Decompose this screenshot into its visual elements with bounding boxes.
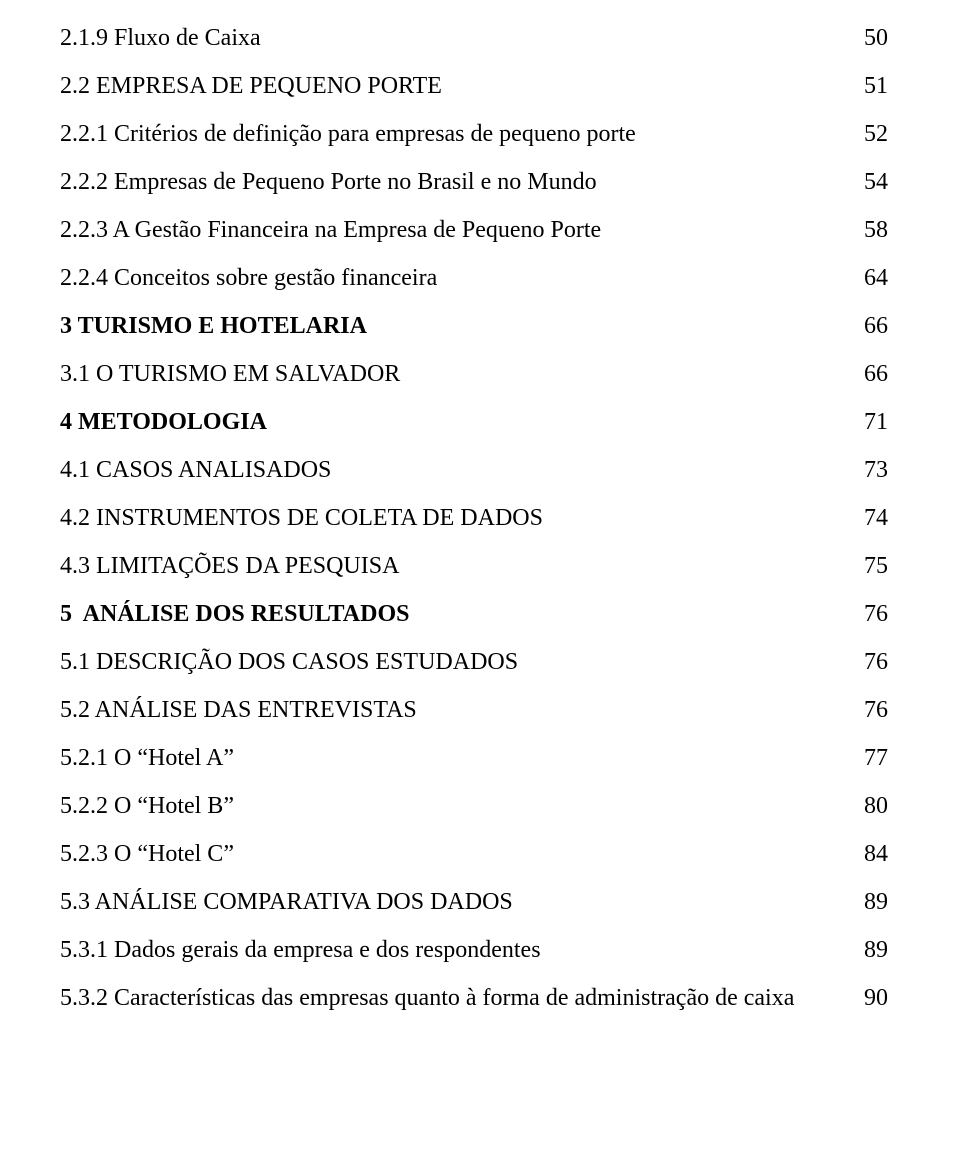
toc-entry-page: 76 — [848, 648, 888, 677]
toc-entry-page: 54 — [848, 168, 888, 197]
toc-row: 5.2 ANÁLISE DAS ENTREVISTAS 76 — [60, 696, 888, 725]
toc-entry-page: 52 — [848, 120, 888, 149]
toc-row: 2.2.1 Critérios de definição para empres… — [60, 120, 888, 149]
toc-entry-label: 2.2.2 Empresas de Pequeno Porte no Brasi… — [60, 168, 597, 197]
toc-row: 2.2.2 Empresas de Pequeno Porte no Brasi… — [60, 168, 888, 197]
toc-entry-page: 74 — [848, 504, 888, 533]
toc-row: 2.2.3 A Gestão Financeira na Empresa de … — [60, 216, 888, 245]
toc-entry-page: 84 — [848, 840, 888, 869]
toc-entry-page: 75 — [848, 552, 888, 581]
toc-entry-page: 90 — [848, 984, 888, 1013]
toc-entry-page: 51 — [848, 72, 888, 101]
toc-entry-page: 76 — [848, 696, 888, 725]
toc-row: 4.3 LIMITAÇÕES DA PESQUISA 75 — [60, 552, 888, 581]
toc-entry-label: 4 METODOLOGIA — [60, 408, 267, 437]
toc-entry-label: 2.1.9 Fluxo de Caixa — [60, 24, 261, 53]
toc-row: 3.1 O TURISMO EM SALVADOR 66 — [60, 360, 888, 389]
toc-row: 2.2.4 Conceitos sobre gestão financeira 6… — [60, 264, 888, 293]
toc-row: 2.1.9 Fluxo de Caixa 50 — [60, 24, 888, 53]
toc-entry-label: 4.2 INSTRUMENTOS DE COLETA DE DADOS — [60, 504, 543, 533]
toc-row: 3 TURISMO E HOTELARIA 66 — [60, 312, 888, 341]
toc-row: 5.2.1 O “Hotel A” 77 — [60, 744, 888, 773]
toc-entry-label: 5.3.1 Dados gerais da empresa e dos resp… — [60, 936, 541, 965]
toc-entry-label: 2.2 EMPRESA DE PEQUENO PORTE — [60, 72, 442, 101]
toc-entry-page: 89 — [848, 888, 888, 917]
toc-row: 5.3.2 Características das empresas quant… — [60, 984, 888, 1013]
toc-entry-label: 3 TURISMO E HOTELARIA — [60, 312, 367, 341]
toc-entry-label: 5.1 DESCRIÇÃO DOS CASOS ESTUDADOS — [60, 648, 518, 677]
toc-entry-page: 80 — [848, 792, 888, 821]
table-of-contents: 2.1.9 Fluxo de Caixa 50 2.2 EMPRESA DE PEQ… — [60, 24, 888, 1012]
toc-entry-page: 50 — [848, 24, 888, 53]
toc-entry-page: 73 — [848, 456, 888, 485]
toc-entry-label: 4.3 LIMITAÇÕES DA PESQUISA — [60, 552, 399, 581]
toc-entry-page: 71 — [848, 408, 888, 437]
toc-entry-label: 5.2 ANÁLISE DAS ENTREVISTAS — [60, 696, 417, 725]
toc-entry-label: 4.1 CASOS ANALISADOS — [60, 456, 331, 485]
toc-entry-label: 5.2.1 O “Hotel A” — [60, 744, 234, 773]
toc-entry-page: 66 — [848, 360, 888, 389]
toc-entry-page: 58 — [848, 216, 888, 245]
toc-row: 5.2.3 O “Hotel C” 84 — [60, 840, 888, 869]
toc-row: 5.2.2 O “Hotel B” 80 — [60, 792, 888, 821]
toc-row: 5.3.1 Dados gerais da empresa e dos resp… — [60, 936, 888, 965]
toc-row: 5.1 DESCRIÇÃO DOS CASOS ESTUDADOS 76 — [60, 648, 888, 677]
toc-row: 5 ANÁLISE DOS RESULTADOS 76 — [60, 600, 888, 629]
toc-entry-label: 5.2.3 O “Hotel C” — [60, 840, 234, 869]
toc-entry-label: 5.3 ANÁLISE COMPARATIVA DOS DADOS — [60, 888, 513, 917]
toc-row: 4.2 INSTRUMENTOS DE COLETA DE DADOS 74 — [60, 504, 888, 533]
toc-entry-label: 2.2.1 Critérios de definição para empres… — [60, 120, 636, 149]
toc-entry-label: 5.3.2 Características das empresas quant… — [60, 984, 794, 1013]
toc-entry-label: 5 ANÁLISE DOS RESULTADOS — [60, 600, 409, 629]
toc-entry-page: 64 — [848, 264, 888, 293]
toc-row: 4 METODOLOGIA 71 — [60, 408, 888, 437]
toc-row: 5.3 ANÁLISE COMPARATIVA DOS DADOS 89 — [60, 888, 888, 917]
toc-entry-label: 2.2.4 Conceitos sobre gestão financeira — [60, 264, 437, 293]
toc-entry-page: 89 — [848, 936, 888, 965]
toc-entry-label: 2.2.3 A Gestão Financeira na Empresa de … — [60, 216, 601, 245]
toc-entry-page: 66 — [848, 312, 888, 341]
toc-entry-label: 3.1 O TURISMO EM SALVADOR — [60, 360, 400, 389]
toc-entry-label: 5.2.2 O “Hotel B” — [60, 792, 234, 821]
toc-entry-page: 76 — [848, 600, 888, 629]
toc-entry-page: 77 — [848, 744, 888, 773]
toc-row: 4.1 CASOS ANALISADOS 73 — [60, 456, 888, 485]
toc-row: 2.2 EMPRESA DE PEQUENO PORTE 51 — [60, 72, 888, 101]
